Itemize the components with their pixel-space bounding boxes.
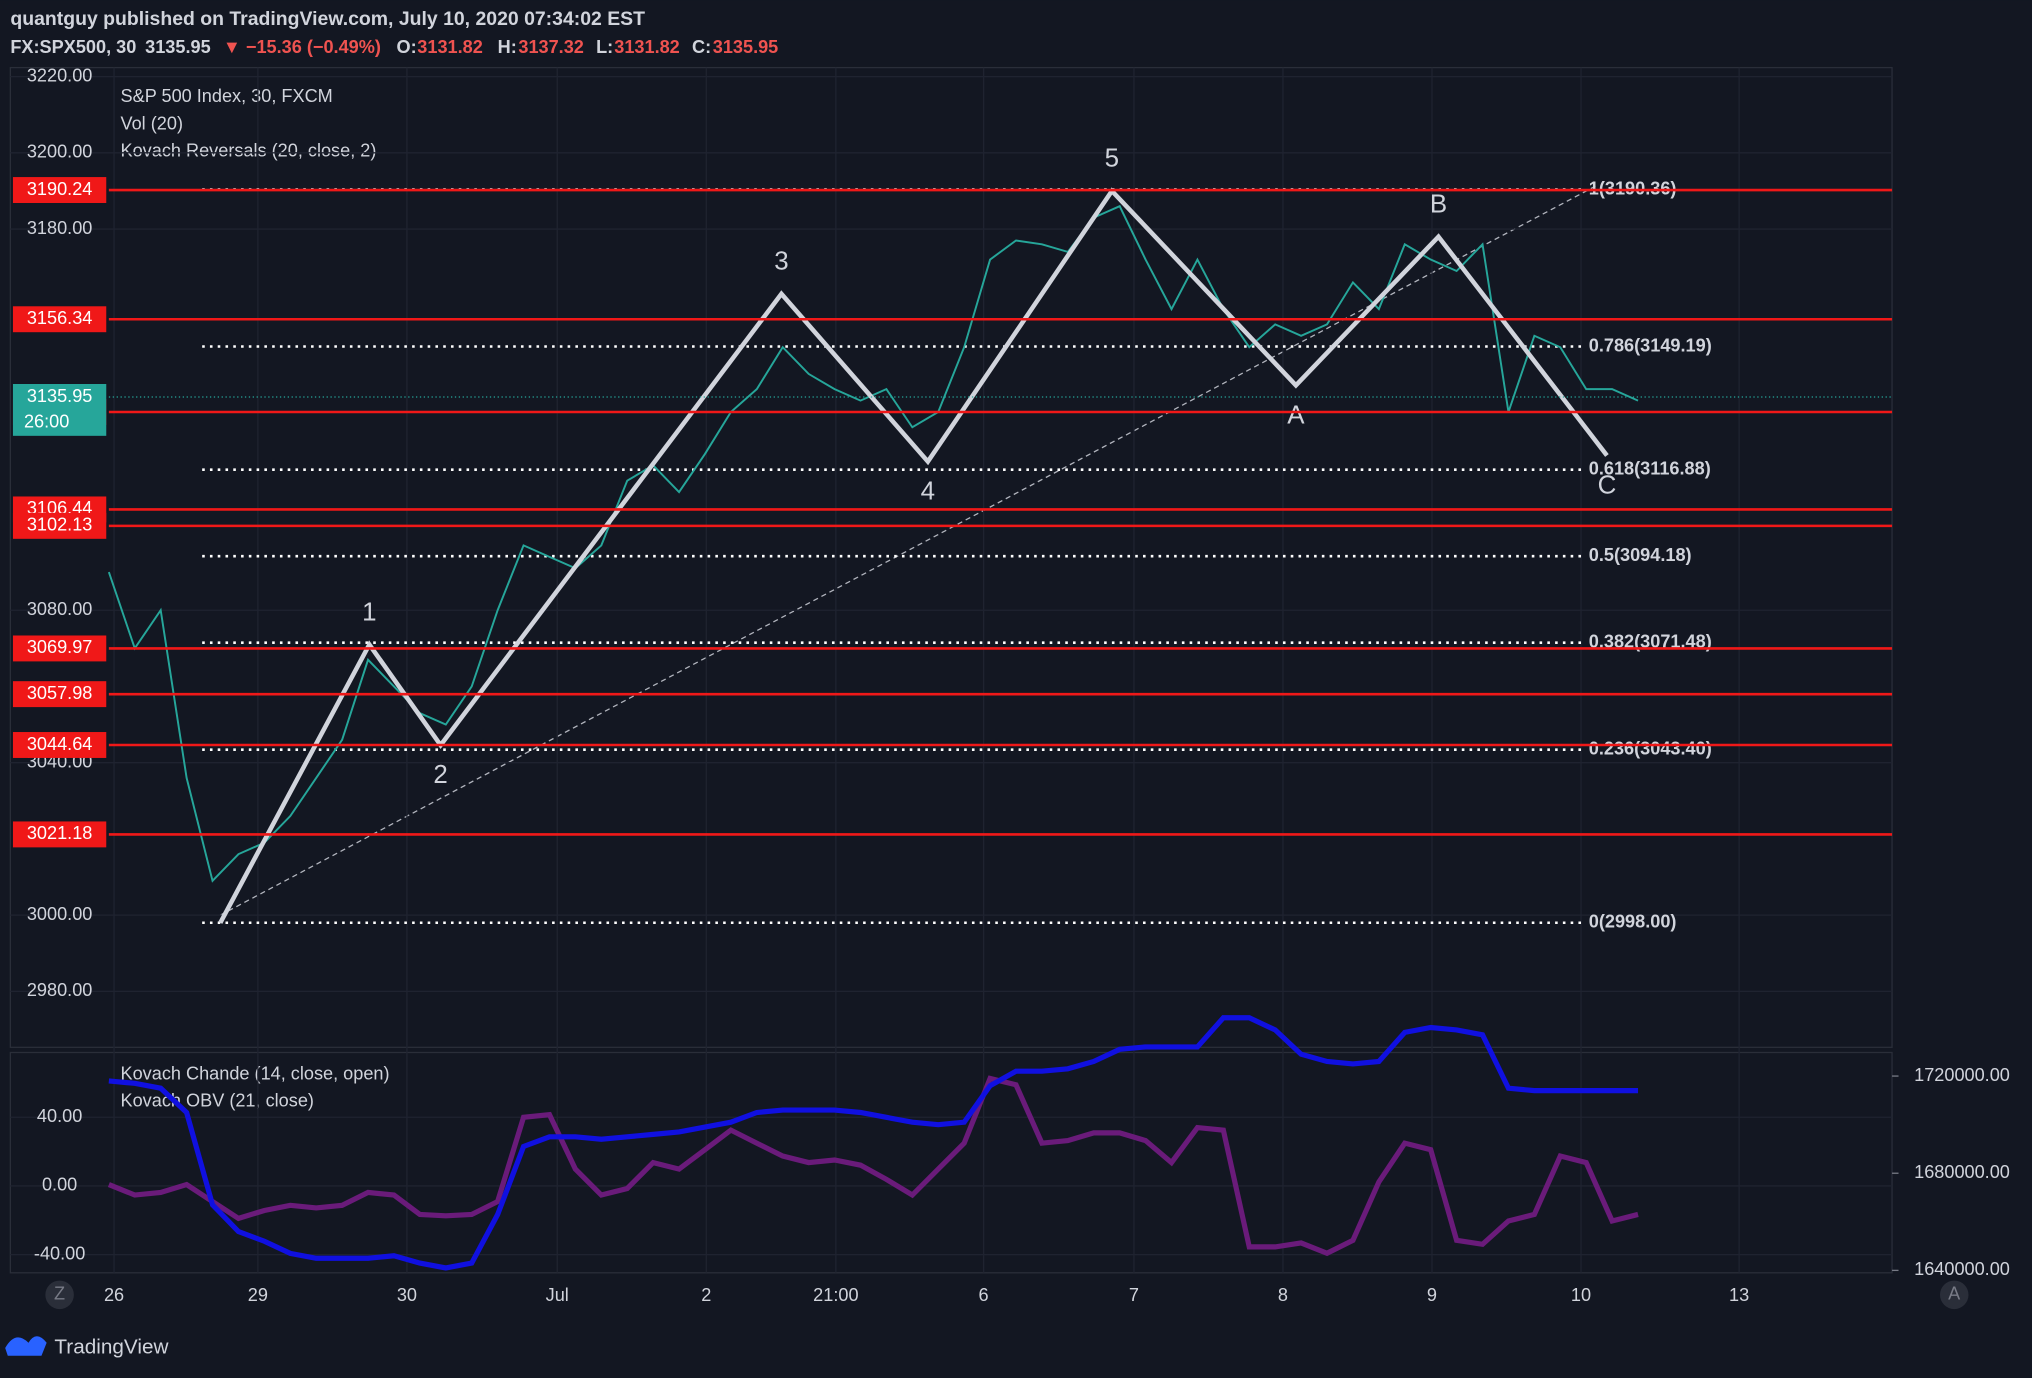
ohlc-key: O: [397, 37, 417, 57]
logo [5, 1336, 47, 1356]
x-tick-label: 6 [979, 1285, 989, 1305]
wave-line [218, 187, 1609, 924]
fib-label: 0.236(3043.40) [1589, 739, 1712, 759]
level-label: 3102.13 [27, 515, 93, 535]
level-label: 3044.64 [27, 734, 93, 754]
fib-label: 1(3190.36) [1589, 178, 1677, 198]
last-price: 3135.95 [145, 37, 211, 57]
ohlc-value: 3131.82 [417, 37, 483, 57]
button-label[interactable]: A [1948, 1284, 1961, 1304]
y-tick-label: 40.00 [37, 1106, 82, 1126]
button[interactable] [45, 1280, 74, 1310]
legend: Vol (20) [121, 113, 183, 133]
footer: TradingView [54, 1335, 169, 1358]
fib-label: 0(2998.00) [1589, 912, 1677, 932]
oscillator-line [107, 1075, 1639, 1257]
fib-label: 0.786(3149.19) [1589, 335, 1712, 355]
button[interactable] [1939, 1280, 1969, 1310]
wave-label: A [1287, 401, 1305, 429]
ohlc-value: 3137.32 [518, 37, 584, 57]
trend-line [220, 184, 1597, 916]
level-tag [12, 732, 107, 758]
y2-tick-label: 1640000.00 [1914, 1259, 2010, 1279]
x-tick-label: 9 [1427, 1285, 1437, 1305]
wave-label: 2 [433, 761, 447, 789]
ohlc-value: 3131.82 [614, 37, 680, 57]
y-tick-label: 3000.00 [27, 904, 93, 924]
level-tag [12, 512, 107, 539]
wave-label: B [1430, 190, 1447, 218]
y-tick-label: 3080.00 [27, 599, 93, 619]
level-label: 3021.18 [27, 823, 93, 843]
current-tag [12, 384, 107, 436]
legend: S&P 500 Index, 30, FXCM [121, 86, 333, 106]
y-tick-label: 3200.00 [27, 142, 93, 162]
level-label: 3069.97 [27, 637, 93, 657]
x-tick-label: Jul [546, 1285, 569, 1305]
level-label: 3190.24 [27, 179, 93, 199]
ohlc-key: C: [692, 37, 711, 57]
y-tick-label: 0.00 [42, 1175, 77, 1195]
legend: Kovach Reversals (20, close, 2) [121, 141, 377, 161]
x-tick-label: 7 [1129, 1285, 1139, 1305]
y-tick-label: 3180.00 [27, 218, 93, 238]
y-tick-label: -40.00 [34, 1243, 85, 1263]
countdown: 26:00 [24, 412, 69, 432]
change: ▼ −15.36 (−0.49%) [223, 37, 381, 57]
level-tag [12, 635, 107, 662]
x-tick-label: 26 [104, 1285, 124, 1305]
publisher: quantguy published on TradingView.com, J… [10, 8, 645, 30]
x-tick-label: 13 [1729, 1285, 1749, 1305]
x-tick-label: 2 [701, 1285, 711, 1305]
wave-label: C [1598, 471, 1617, 499]
fib-label: 0.5(3094.18) [1589, 545, 1692, 565]
level-tag [12, 177, 107, 203]
wave-label: 5 [1105, 145, 1119, 173]
oscillator-line [108, 1015, 1639, 1271]
current-label: 3135.95 [27, 386, 93, 406]
x-tick-label: 30 [397, 1285, 417, 1305]
level-label: 3156.34 [27, 308, 93, 328]
price-line [107, 204, 1639, 883]
level-tag [12, 681, 107, 708]
lower-pane [9, 1051, 1893, 1274]
header: quantguy published on TradingView.com, J… [10, 8, 778, 57]
x-tick-label: 29 [248, 1285, 268, 1305]
x-tick-label: 21:00 [813, 1285, 858, 1305]
ohlc-value: 3135.95 [713, 37, 779, 57]
button-label[interactable]: Z [54, 1284, 65, 1304]
level-tag [12, 821, 107, 848]
fib-label: 0.618(3116.88) [1589, 458, 1711, 478]
y2-tick-label: 1680000.00 [1914, 1162, 2010, 1182]
y-tick-label: 3220.00 [27, 65, 93, 85]
x-tick-label: 10 [1571, 1285, 1591, 1305]
wave-label: 3 [774, 248, 788, 276]
wave-label: 1 [362, 598, 376, 626]
ohlc-key: L: [596, 37, 613, 57]
legend: Kovach Chande (14, close, open) [121, 1063, 390, 1083]
y-tick-label: 2980.00 [27, 980, 93, 1000]
fib-label: 0.382(3071.48) [1589, 631, 1712, 651]
ohlc-key: H: [498, 37, 517, 57]
symbol: FX:SPX500, 30 [10, 37, 136, 57]
level-tag [12, 306, 107, 333]
y2-tick-label: 1720000.00 [1914, 1065, 2010, 1085]
level-label: 3057.98 [27, 683, 93, 703]
x-tick-label: 8 [1278, 1285, 1288, 1305]
wave-label: 4 [921, 478, 935, 506]
legend: Kovach OBV (21, close) [121, 1091, 314, 1111]
